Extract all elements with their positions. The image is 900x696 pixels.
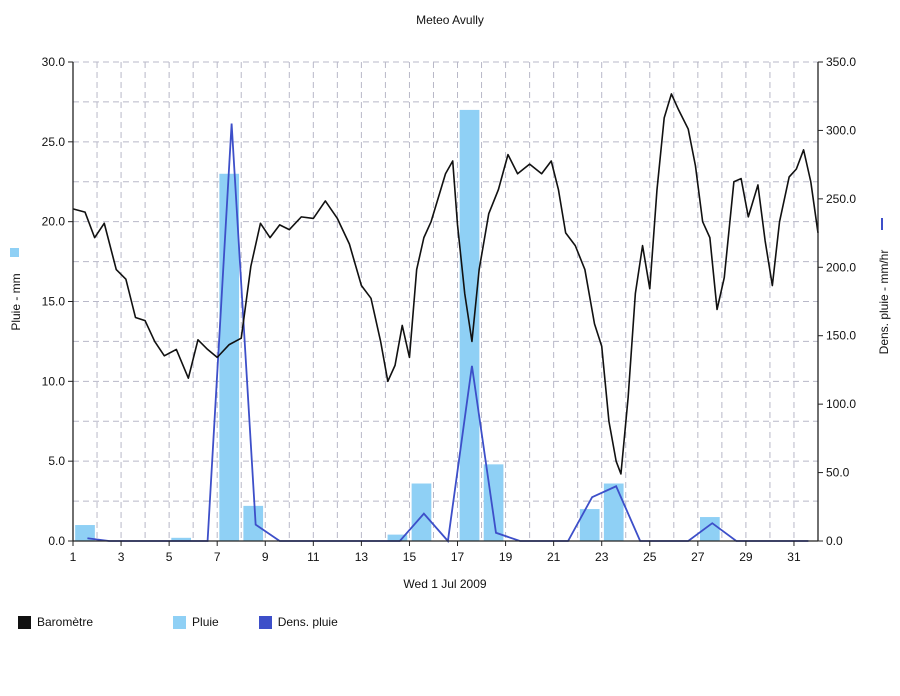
x-axis-title: Wed 1 Jul 2009 [403, 577, 486, 591]
y-left-tick-label: 20.0 [42, 215, 66, 229]
y-left-tick-label: 30.0 [42, 55, 66, 69]
rain-bar [387, 534, 408, 541]
y-right-tick-label: 200.0 [826, 260, 856, 274]
legend-swatch-pluie [173, 615, 187, 629]
y-left-tick-label: 10.0 [42, 374, 66, 388]
x-tick-label: 9 [262, 550, 269, 564]
x-tick-label: 25 [643, 550, 657, 564]
y-right-tick-label: 250.0 [826, 192, 856, 206]
x-tick-label: 29 [739, 550, 753, 564]
y-right-tick-label: 50.0 [826, 466, 850, 480]
y-axis-right-title: Dens. pluie - mm/hr [877, 250, 891, 355]
rain-bar [483, 464, 504, 541]
y-left-tick-label: 5.0 [48, 454, 65, 468]
legend: Baromètre Pluie Dens. pluie [18, 615, 378, 629]
y-left-tick-label: 0.0 [48, 534, 65, 548]
rain-bar [171, 537, 191, 541]
legend-label-dens: Dens. pluie [277, 615, 338, 629]
y-right-tick-label: 150.0 [826, 329, 856, 343]
legend-swatch-dens [258, 615, 272, 629]
x-tick-label: 13 [355, 550, 369, 564]
series-line-barometre [72, 93, 819, 475]
chart-title: Meteo Avully [416, 13, 484, 27]
legend-item-pluie: Pluie [173, 615, 219, 629]
y-axis-left-title: Pluie - mm [9, 273, 23, 330]
x-tick-label: 19 [499, 550, 513, 564]
legend-label-barometre: Baromètre [37, 615, 94, 629]
tick-labels: 1 3 5 7 9 11 13 15 17 19 21 23 25 27 29 310.05.010.015.… [42, 55, 857, 564]
y-right-tick-label: 100.0 [826, 397, 856, 411]
x-tick-label: 7 [214, 550, 221, 564]
y-right-tick-label: 350.0 [826, 55, 856, 69]
rain-bar [75, 525, 95, 541]
y-left-tick-label: 25.0 [42, 135, 66, 149]
x-tick-label: 3 [118, 550, 125, 564]
x-tick-label: 15 [403, 550, 417, 564]
rain-bar [579, 509, 600, 541]
rain-bar [700, 517, 720, 541]
x-tick-label: 21 [547, 550, 561, 564]
x-tick-label: 1 [70, 550, 77, 564]
y-axis-left-marker [10, 248, 19, 257]
y-right-tick-label: 300.0 [826, 123, 856, 137]
x-tick-label: 17 [451, 550, 465, 564]
rain-bar [243, 505, 264, 541]
chart-lines [72, 93, 819, 544]
legend-swatch-barometre [18, 615, 31, 629]
rain-bar [219, 173, 240, 541]
legend-item-barometre: Baromètre [18, 615, 93, 629]
x-tick-label: 23 [595, 550, 609, 564]
series-line-dens-pluie [87, 123, 809, 544]
y-left-tick-label: 15.0 [42, 295, 66, 309]
x-tick-label: 11 [307, 550, 320, 564]
legend-label-pluie: Pluie [192, 615, 219, 629]
rain-bar [603, 483, 624, 541]
grid-lines [72, 61, 819, 542]
x-tick-label: 31 [787, 550, 801, 564]
x-tick-label: 27 [691, 550, 705, 564]
y-right-tick-label: 0.0 [826, 534, 843, 548]
rain-bars [75, 109, 720, 542]
rain-bar [411, 483, 432, 541]
x-tick-label: 5 [166, 550, 173, 564]
legend-item-dens: Dens. pluie [258, 615, 338, 629]
